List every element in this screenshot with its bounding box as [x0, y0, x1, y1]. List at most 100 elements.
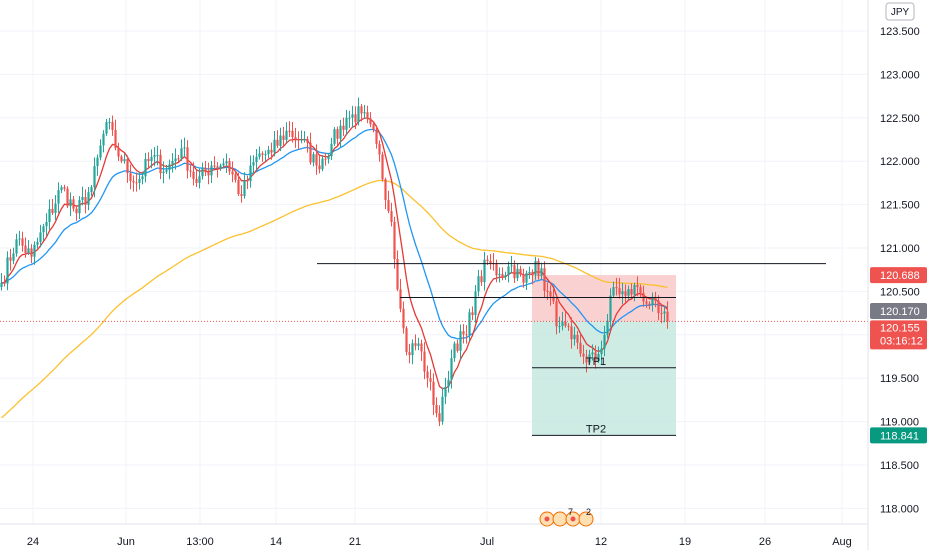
candle-body [282, 135, 285, 140]
candle-body [261, 153, 264, 155]
candle-body [525, 273, 528, 283]
candle-body [60, 187, 63, 191]
candle-body [198, 176, 201, 183]
candle-body [522, 274, 525, 283]
candle-body [300, 139, 303, 141]
candle-body [369, 118, 372, 125]
candle-body [606, 320, 609, 335]
candle-body [456, 343, 459, 351]
candle-body [9, 257, 12, 261]
candle-body [375, 129, 378, 144]
candle-body [78, 200, 81, 214]
candle-body [18, 238, 21, 240]
candle-body [591, 352, 594, 355]
candle-body [324, 158, 327, 160]
candle-body [564, 322, 567, 326]
y-tick-label: 122.000 [880, 156, 920, 168]
candle-body [141, 176, 144, 180]
candle-body [330, 143, 333, 157]
candle-body [12, 253, 15, 261]
event-count-a: 7 [568, 507, 573, 517]
candle-body [45, 221, 48, 227]
currency-label: JPY [891, 7, 910, 18]
candle-body [414, 343, 417, 346]
candle-body [447, 379, 450, 387]
candle-body [600, 348, 603, 355]
candle-body [657, 300, 660, 314]
candle-body [342, 125, 345, 130]
candle-body [630, 289, 633, 295]
candle-body [570, 326, 573, 340]
candle-body [138, 179, 141, 183]
candle-body [0, 282, 3, 288]
candle-body [660, 313, 663, 315]
candle-body [246, 180, 249, 182]
candle-body [27, 248, 30, 253]
candle-body [558, 326, 561, 328]
candle-body [477, 276, 480, 292]
candle-body [36, 241, 39, 245]
events-marker[interactable]: 7 2 [539, 507, 594, 527]
currency-badge[interactable]: JPY [885, 2, 915, 21]
candle-body [537, 261, 540, 277]
candle-body [387, 200, 390, 212]
candle-body [441, 396, 444, 422]
candle-body [21, 238, 24, 246]
candle-body [93, 166, 96, 188]
candle-body [111, 122, 114, 130]
candle-body [495, 264, 498, 276]
x-tick-label: 26 [759, 536, 771, 548]
candle-body [348, 117, 351, 119]
candle-body [159, 154, 162, 174]
tp2-price-tag-bg [870, 427, 927, 444]
candle-body [333, 129, 336, 144]
candle-body [501, 274, 504, 278]
candle-body [84, 196, 87, 205]
candle-body [66, 188, 69, 207]
candle-body [666, 311, 669, 322]
candle-body [240, 194, 243, 196]
x-tick-label: Jun [117, 536, 135, 548]
ema-mid-line [1, 128, 668, 340]
candle-body [612, 287, 615, 296]
candle-body [561, 322, 564, 327]
candle-body [549, 291, 552, 297]
candle-body [144, 158, 147, 177]
candle-body [432, 381, 435, 405]
candle-body [90, 187, 93, 193]
candle-body [615, 287, 618, 289]
candle-body [249, 165, 252, 182]
candle-body [216, 166, 219, 168]
x-tick-label: Jul [480, 536, 494, 548]
candle-body [546, 290, 549, 292]
candle-body [408, 352, 411, 356]
candle-body [291, 130, 294, 138]
candle-body [519, 268, 522, 275]
candle-body [468, 312, 471, 335]
candle-body [654, 298, 657, 301]
candle-body [567, 325, 570, 327]
candle-body [507, 266, 510, 276]
target-label: TP1 [586, 356, 606, 368]
candle-body [270, 149, 273, 153]
candle-body [120, 156, 123, 162]
candle-body [510, 265, 513, 267]
candle-body [378, 143, 381, 155]
countdown-tag: 03:16:12 [880, 335, 923, 347]
candle-body [315, 154, 318, 166]
x-tick-label: 14 [270, 536, 282, 548]
candle-body [582, 353, 585, 357]
candle-body [486, 259, 489, 262]
y-tick-label: 119.000 [880, 417, 919, 429]
candle-body [579, 342, 582, 354]
candle-body [528, 271, 531, 274]
candle-body [234, 174, 237, 180]
candle-body [552, 296, 555, 302]
target-label: TP2 [586, 423, 606, 435]
ema-price-tag-bg [870, 303, 927, 320]
candle-body [306, 139, 309, 143]
candle-body [363, 112, 366, 114]
candle-body [195, 178, 198, 183]
